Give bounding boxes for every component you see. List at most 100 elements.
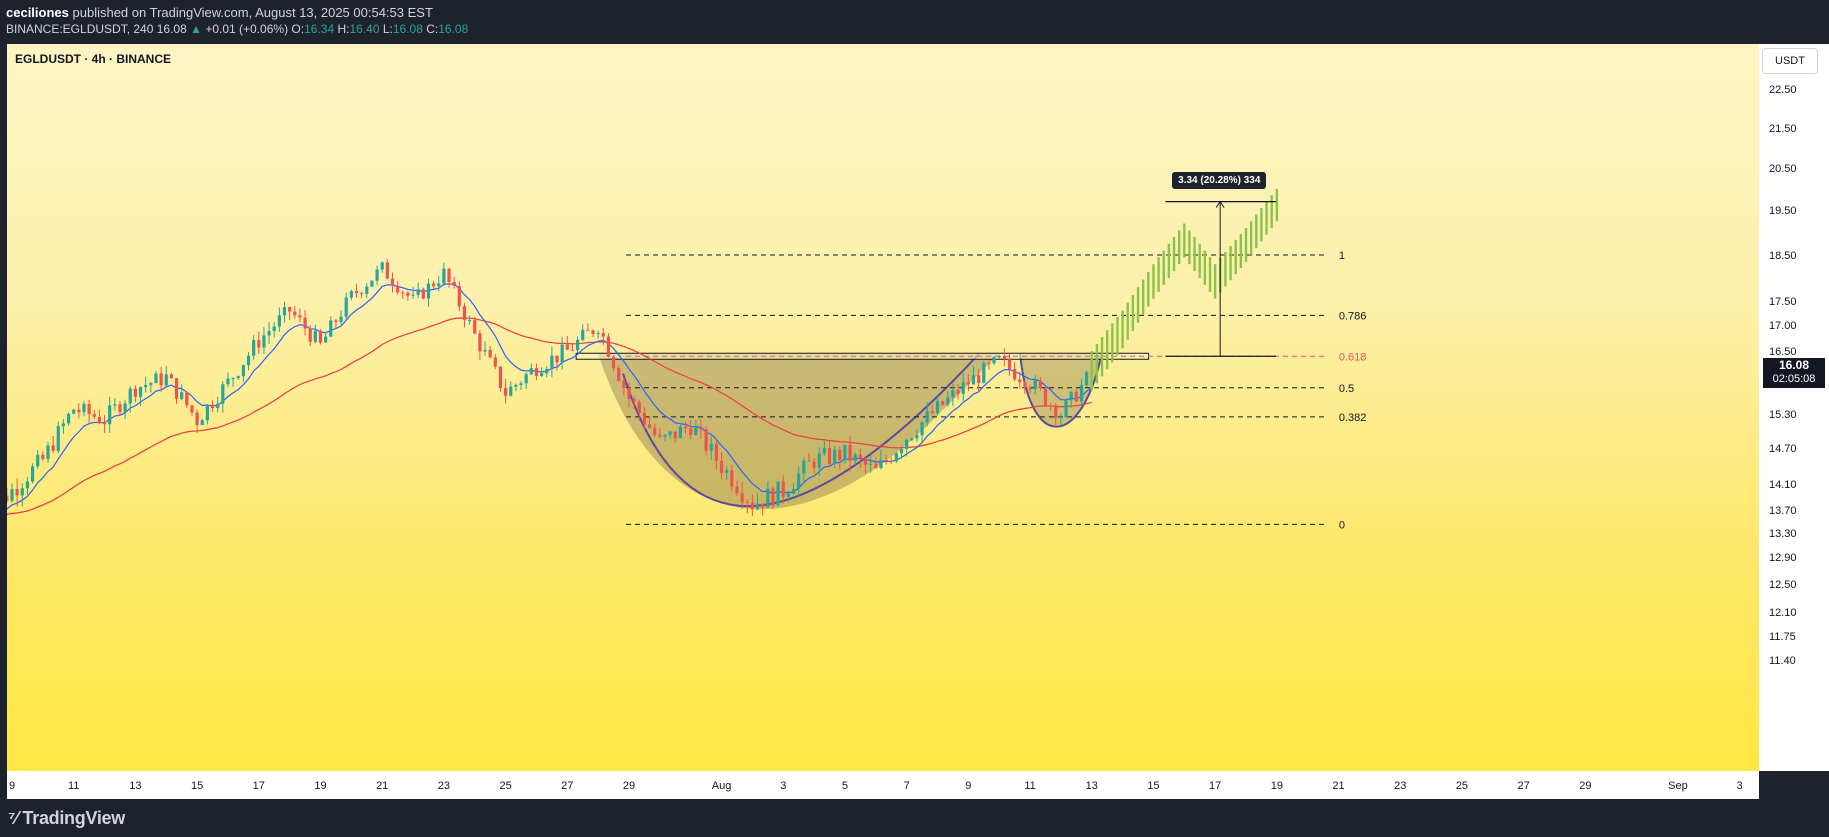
tradingview-logo[interactable]: ⁷⁄ TradingView xyxy=(8,808,125,829)
candle-body xyxy=(401,292,405,294)
candle-body xyxy=(452,281,456,286)
chart-plot-area[interactable]: 1 0.786 0.618 0.5 0.382 0 EGLDUSDT · 4h · BIN… xyxy=(7,44,1759,771)
candle-body xyxy=(1038,380,1042,389)
time-tick-label: 25 xyxy=(499,780,511,792)
candle-body xyxy=(894,453,898,462)
candle-body xyxy=(606,336,611,357)
candle-body xyxy=(658,434,662,437)
candle-body xyxy=(596,333,600,335)
candle-body xyxy=(884,459,888,461)
fib-label-0: 0 xyxy=(1339,519,1345,531)
candle-body xyxy=(575,339,580,351)
candle-body xyxy=(699,427,703,430)
candle-body xyxy=(586,329,590,331)
candle-body xyxy=(647,424,652,429)
time-tick-label: 15 xyxy=(191,780,203,792)
candle-body xyxy=(735,486,739,494)
candle-body xyxy=(833,449,837,464)
time-axis[interactable]: 9 11 13 15 17 19 21 23 25 27 29 Aug 3 5 7 9 11 13 15 17 19 21… xyxy=(7,771,1759,799)
time-tick-label: 11 xyxy=(1024,780,1035,792)
candle-body xyxy=(797,473,801,489)
candle-body xyxy=(97,416,102,423)
candle-body xyxy=(951,390,955,398)
price-axis[interactable]: 22.50 21.50 20.50 19.50 18.50 17.50 17.00 16.50… xyxy=(1759,44,1829,771)
candle-body xyxy=(149,383,153,386)
candle-body xyxy=(15,489,19,496)
candle-body xyxy=(25,481,30,489)
candle-body xyxy=(1002,355,1006,359)
candle-body xyxy=(102,422,107,425)
candle-body xyxy=(920,422,924,436)
candle-body xyxy=(41,454,45,460)
currency-selector[interactable]: USDT xyxy=(1762,48,1818,74)
candle-body xyxy=(1079,385,1084,402)
candle-body xyxy=(498,366,503,389)
candle-body xyxy=(504,388,508,396)
candle-body xyxy=(1023,382,1027,389)
candle-body xyxy=(421,289,425,299)
candle-body xyxy=(694,427,698,435)
candle-body xyxy=(863,458,868,465)
candle-body xyxy=(118,404,122,413)
low-value: 16.08 xyxy=(392,22,423,36)
candle-body xyxy=(617,368,621,381)
candle-body xyxy=(298,315,302,318)
fib-label-0.5: 0.5 xyxy=(1339,383,1354,395)
candle-body xyxy=(689,428,693,435)
candle-body xyxy=(761,503,765,508)
candle-body xyxy=(478,333,482,352)
candle-body xyxy=(977,375,981,383)
candle-body xyxy=(961,382,965,394)
candle-body xyxy=(899,448,904,454)
candle-body xyxy=(807,460,811,462)
candle-body xyxy=(1018,379,1022,383)
author-name[interactable]: ceciliones xyxy=(6,5,69,20)
time-tick-label: 25 xyxy=(1456,780,1468,792)
price-tick-label: 13.30 xyxy=(1769,528,1797,540)
candle-body xyxy=(236,376,240,379)
price-tick-label: 13.70 xyxy=(1769,505,1797,517)
candle-body xyxy=(313,330,317,342)
candle-body xyxy=(272,326,276,331)
fib-label-1: 1 xyxy=(1339,250,1345,262)
candle-body xyxy=(611,356,616,369)
candle-body xyxy=(776,481,780,506)
current-price-badge: 16.08 02:05:08 xyxy=(1763,358,1825,389)
candle-body xyxy=(519,383,523,385)
candle-body xyxy=(930,411,934,414)
time-tick-label: Aug xyxy=(712,780,732,792)
candle-body xyxy=(1069,391,1073,401)
price-tick-label: 14.70 xyxy=(1769,443,1797,455)
candle-body xyxy=(252,340,256,356)
close-label: C: xyxy=(426,22,439,36)
price-tick-label: 19.50 xyxy=(1769,205,1797,217)
candle-body xyxy=(853,454,857,461)
candle-body xyxy=(889,460,893,462)
candle-body xyxy=(869,463,873,465)
chart-title: EGLDUSDT · 4h · BINANCE xyxy=(15,52,171,66)
candle-body xyxy=(550,355,554,370)
candle-body xyxy=(277,315,281,327)
candle-body xyxy=(565,344,569,350)
candle-body xyxy=(678,426,683,439)
publish-info: ceciliones published on TradingView.com,… xyxy=(6,5,433,20)
candle-body xyxy=(159,373,163,386)
chart-canvas[interactable]: 1 0.786 0.618 0.5 0.382 0 xyxy=(7,44,1759,771)
candle-body xyxy=(46,445,50,460)
fib-label-0.618: 0.618 xyxy=(1339,351,1367,363)
time-tick-label: 15 xyxy=(1147,780,1159,792)
candle-body xyxy=(941,401,945,405)
candle-body xyxy=(344,297,348,317)
time-axis-labels: 9 11 13 15 17 19 21 23 25 27 29 Aug 3 5 7 9 11 13 15 17 19 21… xyxy=(9,780,1743,792)
candle-body xyxy=(992,357,996,364)
chart-header: ceciliones published on TradingView.com,… xyxy=(0,0,1829,44)
price-tick-label: 15.30 xyxy=(1769,409,1797,421)
candle-body xyxy=(560,344,564,363)
candle-body xyxy=(539,373,544,376)
candle-body xyxy=(36,454,40,467)
price-tick-label: 20.50 xyxy=(1769,163,1797,175)
candle-body xyxy=(180,392,184,399)
candle-body xyxy=(385,262,389,279)
footer-bar: ⁷⁄ TradingView xyxy=(0,799,1829,837)
candle-body xyxy=(354,291,359,294)
